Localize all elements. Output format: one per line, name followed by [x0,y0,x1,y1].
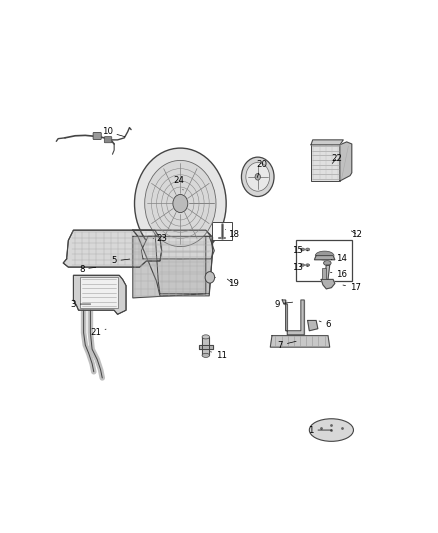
Ellipse shape [309,419,353,441]
Polygon shape [133,236,206,298]
Bar [322,268,326,279]
Polygon shape [133,230,211,236]
Text: 13: 13 [292,263,308,272]
Circle shape [246,163,270,191]
Bar [80,277,117,308]
Text: 9: 9 [274,300,293,309]
Text: 8: 8 [79,265,96,273]
Text: 10: 10 [102,127,125,136]
Ellipse shape [202,353,209,358]
Polygon shape [321,279,335,289]
Text: 23: 23 [153,234,167,243]
Circle shape [173,195,188,213]
Bar [296,240,352,281]
Text: 20: 20 [256,160,267,177]
Ellipse shape [202,335,209,339]
Circle shape [145,160,216,247]
Text: 15: 15 [292,246,308,255]
Polygon shape [282,300,304,335]
Polygon shape [314,256,335,260]
Bar [212,222,232,240]
Polygon shape [340,142,352,181]
Polygon shape [202,337,209,356]
Text: 22: 22 [331,154,342,164]
Text: 16: 16 [330,270,347,279]
Polygon shape [270,336,330,347]
Circle shape [255,174,261,180]
Text: 7: 7 [278,341,296,350]
Text: 14: 14 [332,254,347,263]
Polygon shape [155,230,212,294]
Circle shape [134,148,226,259]
Polygon shape [307,320,318,330]
Polygon shape [311,140,343,145]
FancyBboxPatch shape [104,136,112,143]
Text: 3: 3 [71,300,91,309]
Ellipse shape [315,251,334,260]
Ellipse shape [324,261,331,265]
Polygon shape [199,345,212,349]
Ellipse shape [300,248,304,251]
Text: 1: 1 [308,425,332,434]
Text: 19: 19 [227,279,238,288]
Polygon shape [63,230,162,267]
Ellipse shape [306,264,310,266]
Text: 6: 6 [319,320,331,329]
Bar [311,144,340,181]
Polygon shape [141,236,214,259]
Circle shape [241,157,274,197]
Polygon shape [325,265,330,279]
Ellipse shape [306,248,310,251]
Circle shape [205,272,215,283]
Polygon shape [74,276,126,314]
Text: 17: 17 [343,283,360,292]
Text: 24: 24 [173,176,184,190]
Ellipse shape [300,264,304,266]
Text: 5: 5 [111,256,130,265]
Text: 18: 18 [226,229,240,239]
FancyBboxPatch shape [93,133,101,140]
Text: 21: 21 [90,328,106,337]
Text: 11: 11 [211,351,226,360]
Text: 12: 12 [351,230,362,239]
